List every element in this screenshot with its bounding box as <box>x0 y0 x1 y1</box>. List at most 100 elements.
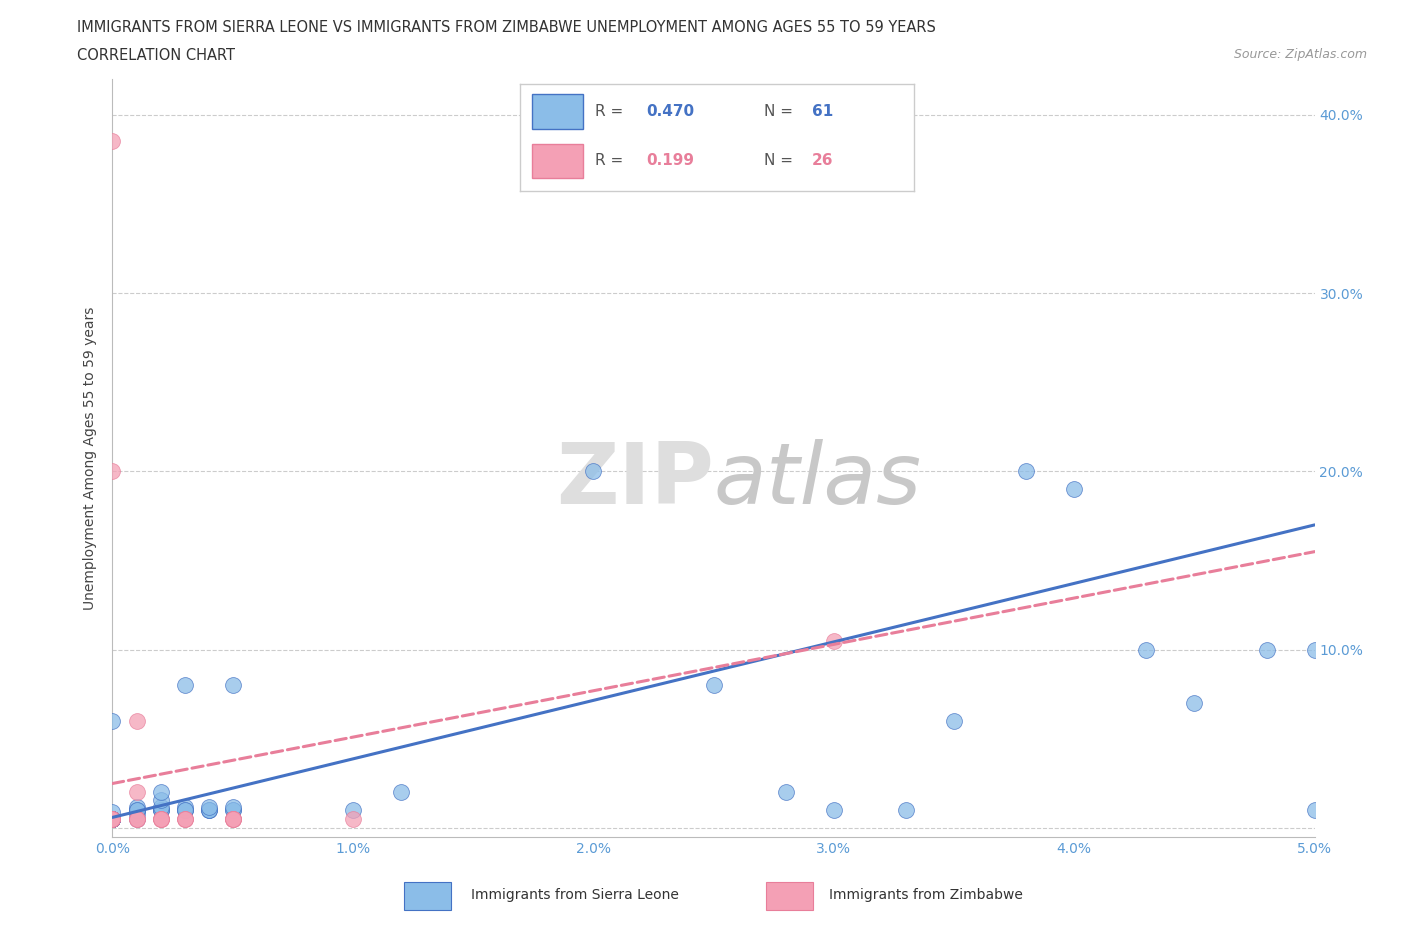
Point <box>101 812 124 827</box>
Point <box>1303 643 1326 658</box>
Point <box>125 785 148 800</box>
Point <box>101 812 124 827</box>
Point <box>101 812 124 827</box>
Bar <box>404 883 451 910</box>
Text: R =: R = <box>595 104 628 119</box>
Point <box>125 812 148 827</box>
Point <box>1015 464 1038 479</box>
Point <box>389 785 412 800</box>
Text: N =: N = <box>765 104 799 119</box>
Point <box>342 812 364 827</box>
Point <box>149 803 172 817</box>
Point <box>173 678 195 693</box>
Point <box>101 812 124 827</box>
Bar <box>531 94 583 128</box>
Point <box>1063 482 1085 497</box>
Point <box>222 803 245 817</box>
Text: N =: N = <box>765 153 799 168</box>
Point <box>222 812 245 827</box>
Point <box>149 799 172 814</box>
Point <box>197 799 219 814</box>
Point <box>342 803 364 817</box>
Text: 26: 26 <box>811 153 832 168</box>
Point <box>222 803 245 817</box>
Point <box>149 812 172 827</box>
Text: Immigrants from Zimbabwe: Immigrants from Zimbabwe <box>830 888 1022 902</box>
Point <box>149 812 172 827</box>
Point <box>125 803 148 817</box>
Point <box>101 804 124 819</box>
Point <box>101 812 124 827</box>
Point <box>125 803 148 817</box>
Point <box>101 134 124 149</box>
Text: ZIP: ZIP <box>555 439 713 523</box>
Point <box>101 713 124 728</box>
Point <box>1303 803 1326 817</box>
Point <box>101 812 124 827</box>
Point <box>222 812 245 827</box>
Point <box>101 812 124 827</box>
Point <box>125 803 148 817</box>
Point <box>101 812 124 827</box>
Point <box>101 812 124 827</box>
Point <box>101 812 124 827</box>
Point <box>942 713 965 728</box>
Point <box>173 812 195 827</box>
Point <box>222 812 245 827</box>
Point <box>173 799 195 814</box>
Point <box>125 806 148 821</box>
Point <box>125 812 148 827</box>
Point <box>197 803 219 817</box>
Point <box>149 803 172 817</box>
Point <box>125 803 148 817</box>
Point <box>197 803 219 817</box>
Point <box>173 812 195 827</box>
Bar <box>531 143 583 178</box>
Point <box>101 812 124 827</box>
Point <box>823 803 845 817</box>
Point <box>101 812 124 827</box>
Point <box>1135 643 1157 658</box>
Point <box>101 812 124 827</box>
Point <box>173 803 195 817</box>
Point <box>125 812 148 827</box>
Point <box>823 633 845 648</box>
Point <box>101 812 124 827</box>
Point <box>125 713 148 728</box>
Point <box>101 812 124 827</box>
Text: 61: 61 <box>811 104 832 119</box>
Text: IMMIGRANTS FROM SIERRA LEONE VS IMMIGRANTS FROM ZIMBABWE UNEMPLOYMENT AMONG AGES: IMMIGRANTS FROM SIERRA LEONE VS IMMIGRAN… <box>77 20 936 35</box>
Point <box>125 812 148 827</box>
Point <box>101 812 124 827</box>
Point <box>894 803 917 817</box>
Point <box>173 803 195 817</box>
Point <box>1256 643 1278 658</box>
Point <box>222 678 245 693</box>
Point <box>222 812 245 827</box>
Point <box>702 678 725 693</box>
Text: 0.199: 0.199 <box>647 153 695 168</box>
Point <box>101 812 124 827</box>
Text: CORRELATION CHART: CORRELATION CHART <box>77 48 235 63</box>
Point <box>149 812 172 827</box>
Point <box>149 792 172 807</box>
Text: Immigrants from Sierra Leone: Immigrants from Sierra Leone <box>471 888 679 902</box>
Point <box>149 785 172 800</box>
Point <box>101 812 124 827</box>
Point <box>149 812 172 827</box>
Point <box>101 812 124 827</box>
Point <box>173 803 195 817</box>
Text: atlas: atlas <box>713 439 921 523</box>
Point <box>101 812 124 827</box>
Point <box>1184 696 1206 711</box>
Point <box>582 464 605 479</box>
Point <box>222 799 245 814</box>
Text: 0.470: 0.470 <box>647 104 695 119</box>
Point <box>222 812 245 827</box>
Text: R =: R = <box>595 153 628 168</box>
Point <box>101 812 124 827</box>
Point <box>125 799 148 814</box>
Y-axis label: Unemployment Among Ages 55 to 59 years: Unemployment Among Ages 55 to 59 years <box>83 306 97 610</box>
Point <box>173 812 195 827</box>
Point <box>101 464 124 479</box>
